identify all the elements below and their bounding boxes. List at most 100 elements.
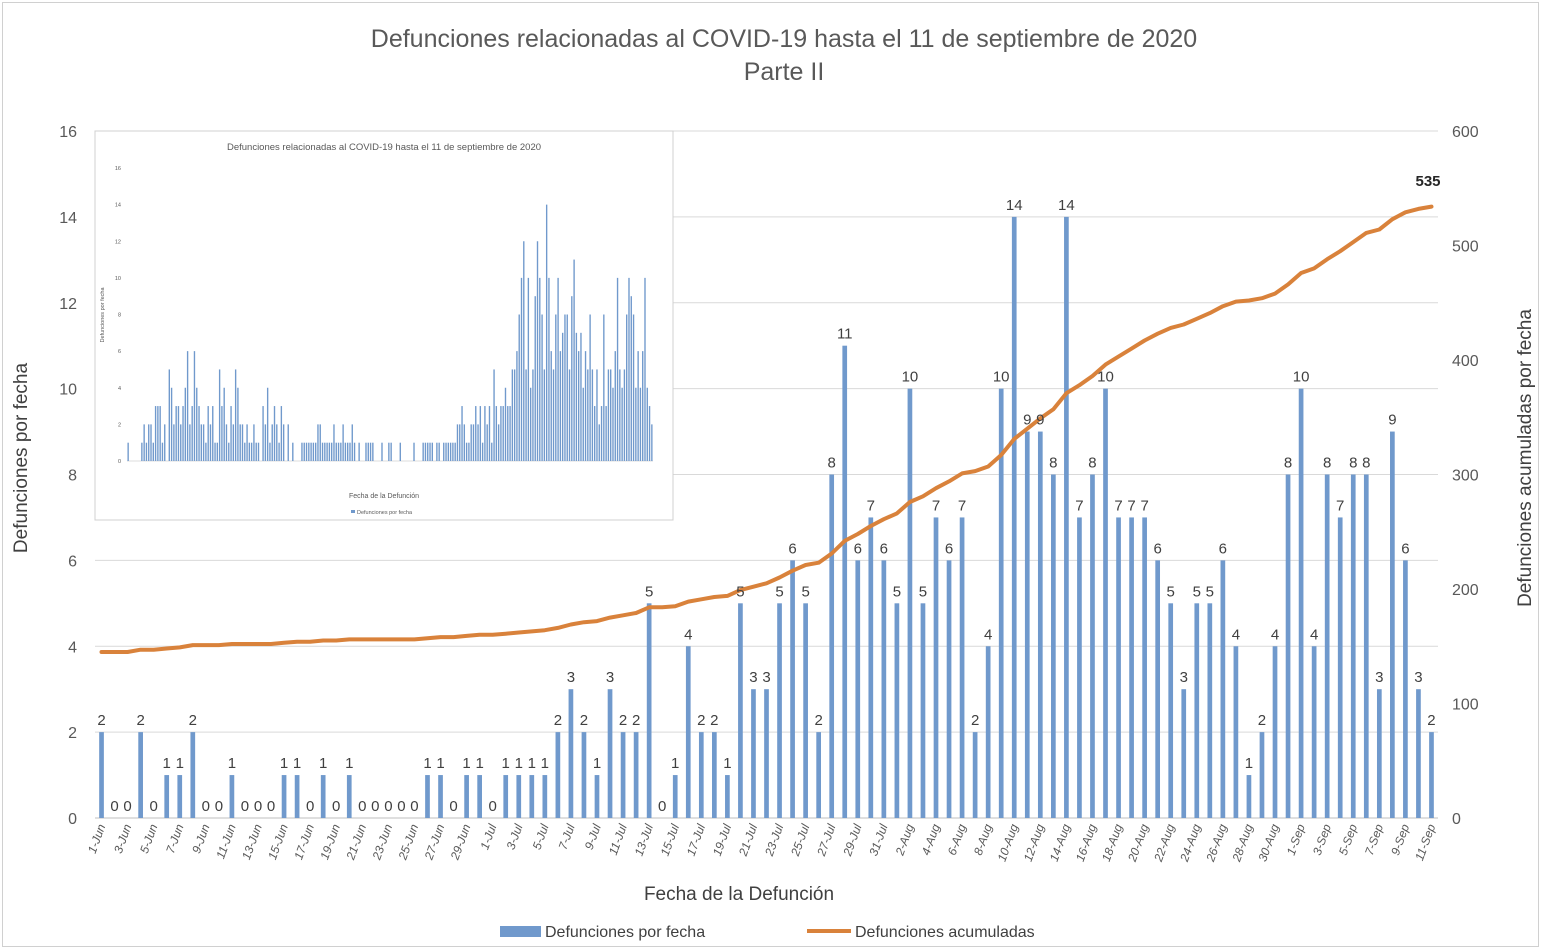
y-tick-label: 8 (68, 468, 77, 485)
bar-value-label: 3 (1375, 669, 1383, 686)
bar-value-label: 0 (202, 798, 210, 815)
inset-bar (571, 296, 573, 461)
inset-bar (436, 442, 438, 461)
inset-bar (584, 351, 587, 461)
bar-value-label: 4 (1232, 626, 1240, 643)
cumulative-end-label: 535 (1415, 173, 1440, 190)
bar-value-label: 6 (788, 540, 796, 557)
x-tick-label: 19-Jul (710, 822, 734, 858)
inset-bar (244, 442, 246, 461)
inset-bar (159, 406, 161, 461)
inset-bar (262, 406, 264, 461)
inset-bar (477, 424, 479, 461)
bar (881, 560, 887, 818)
x-tick-label: 2-Aug (892, 822, 917, 858)
inset-bar (468, 442, 470, 461)
inset-bar (596, 369, 598, 461)
inset-bar (330, 442, 333, 461)
inset-y-tick-label: 12 (115, 239, 121, 245)
bar-value-label: 1 (436, 755, 444, 772)
inset-bar (461, 406, 463, 461)
bar (99, 732, 104, 818)
bar-value-label: 6 (1401, 540, 1409, 557)
inset-bar (452, 442, 454, 461)
x-tick-label: 20-Aug (1125, 822, 1152, 864)
bar-value-label: 1 (319, 755, 327, 772)
inset-bar (548, 277, 550, 461)
inset-bar (193, 351, 196, 461)
bar (790, 560, 795, 818)
bar (633, 732, 639, 818)
inset-bar (459, 424, 461, 461)
bar (685, 646, 691, 818)
inset-bar (212, 406, 214, 461)
y-tick-label: 6 (68, 553, 77, 570)
bar (829, 474, 835, 818)
x-tick-label: 27-Jul (814, 822, 839, 859)
inset-bar (488, 406, 491, 461)
bar (190, 732, 196, 818)
inset-bar (470, 424, 472, 461)
inset-bar (344, 442, 347, 461)
inset-bar (218, 369, 221, 461)
inset-bar (630, 296, 632, 461)
inset-bar (390, 442, 392, 461)
inset-bar (177, 406, 180, 461)
inset-bar (257, 442, 260, 461)
bar-value-label: 1 (671, 755, 679, 772)
bar-value-label: 7 (1114, 497, 1122, 514)
inset-bar (154, 406, 157, 461)
bar-value-label: 0 (110, 798, 118, 815)
bar (725, 775, 730, 818)
x-tick-label: 17-Jun (291, 822, 317, 862)
inset-bar (209, 424, 212, 461)
bar-value-label: 4 (1310, 626, 1318, 643)
x-tick-label: 5-Sep (1336, 822, 1360, 857)
inset-bar (319, 424, 321, 461)
bar-value-label: 9 (1388, 412, 1396, 429)
bar (1324, 474, 1330, 818)
inset-bar (500, 406, 502, 461)
inset-bar (184, 387, 187, 461)
bar (1298, 388, 1304, 818)
bar (1155, 560, 1161, 818)
bar (425, 775, 430, 818)
inset-bar (148, 424, 150, 461)
inset-bar (520, 277, 523, 461)
inset-bar (301, 442, 303, 461)
bar-value-label: 2 (580, 712, 588, 729)
x-tick-label: 22-Aug (1151, 822, 1178, 864)
inset-bar (564, 314, 566, 461)
x-tick-label: 13-Jul (632, 822, 656, 858)
bar-value-label: 14 (1058, 197, 1075, 214)
bar-value-label: 8 (1284, 455, 1292, 472)
inset-bar (507, 406, 509, 461)
x-tick-label: 4-Aug (919, 822, 943, 857)
inset-bar (205, 442, 207, 461)
inset-bar (635, 387, 637, 461)
inset-bar (198, 406, 200, 461)
bar (933, 517, 939, 818)
x-tick-label: 26-Aug (1203, 822, 1230, 864)
x-tick-label: 29-Jul (840, 822, 865, 859)
bar-value-label: 5 (801, 583, 809, 600)
inset-bar (598, 424, 600, 461)
inset-bar (438, 442, 440, 461)
inset-bar (424, 442, 427, 461)
inset-bar (637, 351, 639, 461)
bar-value-label: 1 (163, 755, 171, 772)
inset-y-tick-label: 2 (118, 422, 121, 428)
inset-y-axis-title: Defunciones por fecha (100, 287, 106, 343)
inset-bar (349, 442, 351, 461)
bar-value-label: 8 (1323, 455, 1331, 472)
bar-value-label: 7 (1336, 497, 1344, 514)
bar (177, 775, 183, 818)
bar (1142, 517, 1147, 818)
inset-bar (472, 424, 475, 461)
x-tick-label: 21-Jul (736, 822, 761, 859)
bar-value-label: 10 (1097, 369, 1114, 386)
inset-bar (264, 424, 267, 461)
inset-legend-swatch (351, 510, 355, 513)
y2-tick-label: 400 (1452, 353, 1479, 370)
inset-bar (287, 424, 289, 461)
